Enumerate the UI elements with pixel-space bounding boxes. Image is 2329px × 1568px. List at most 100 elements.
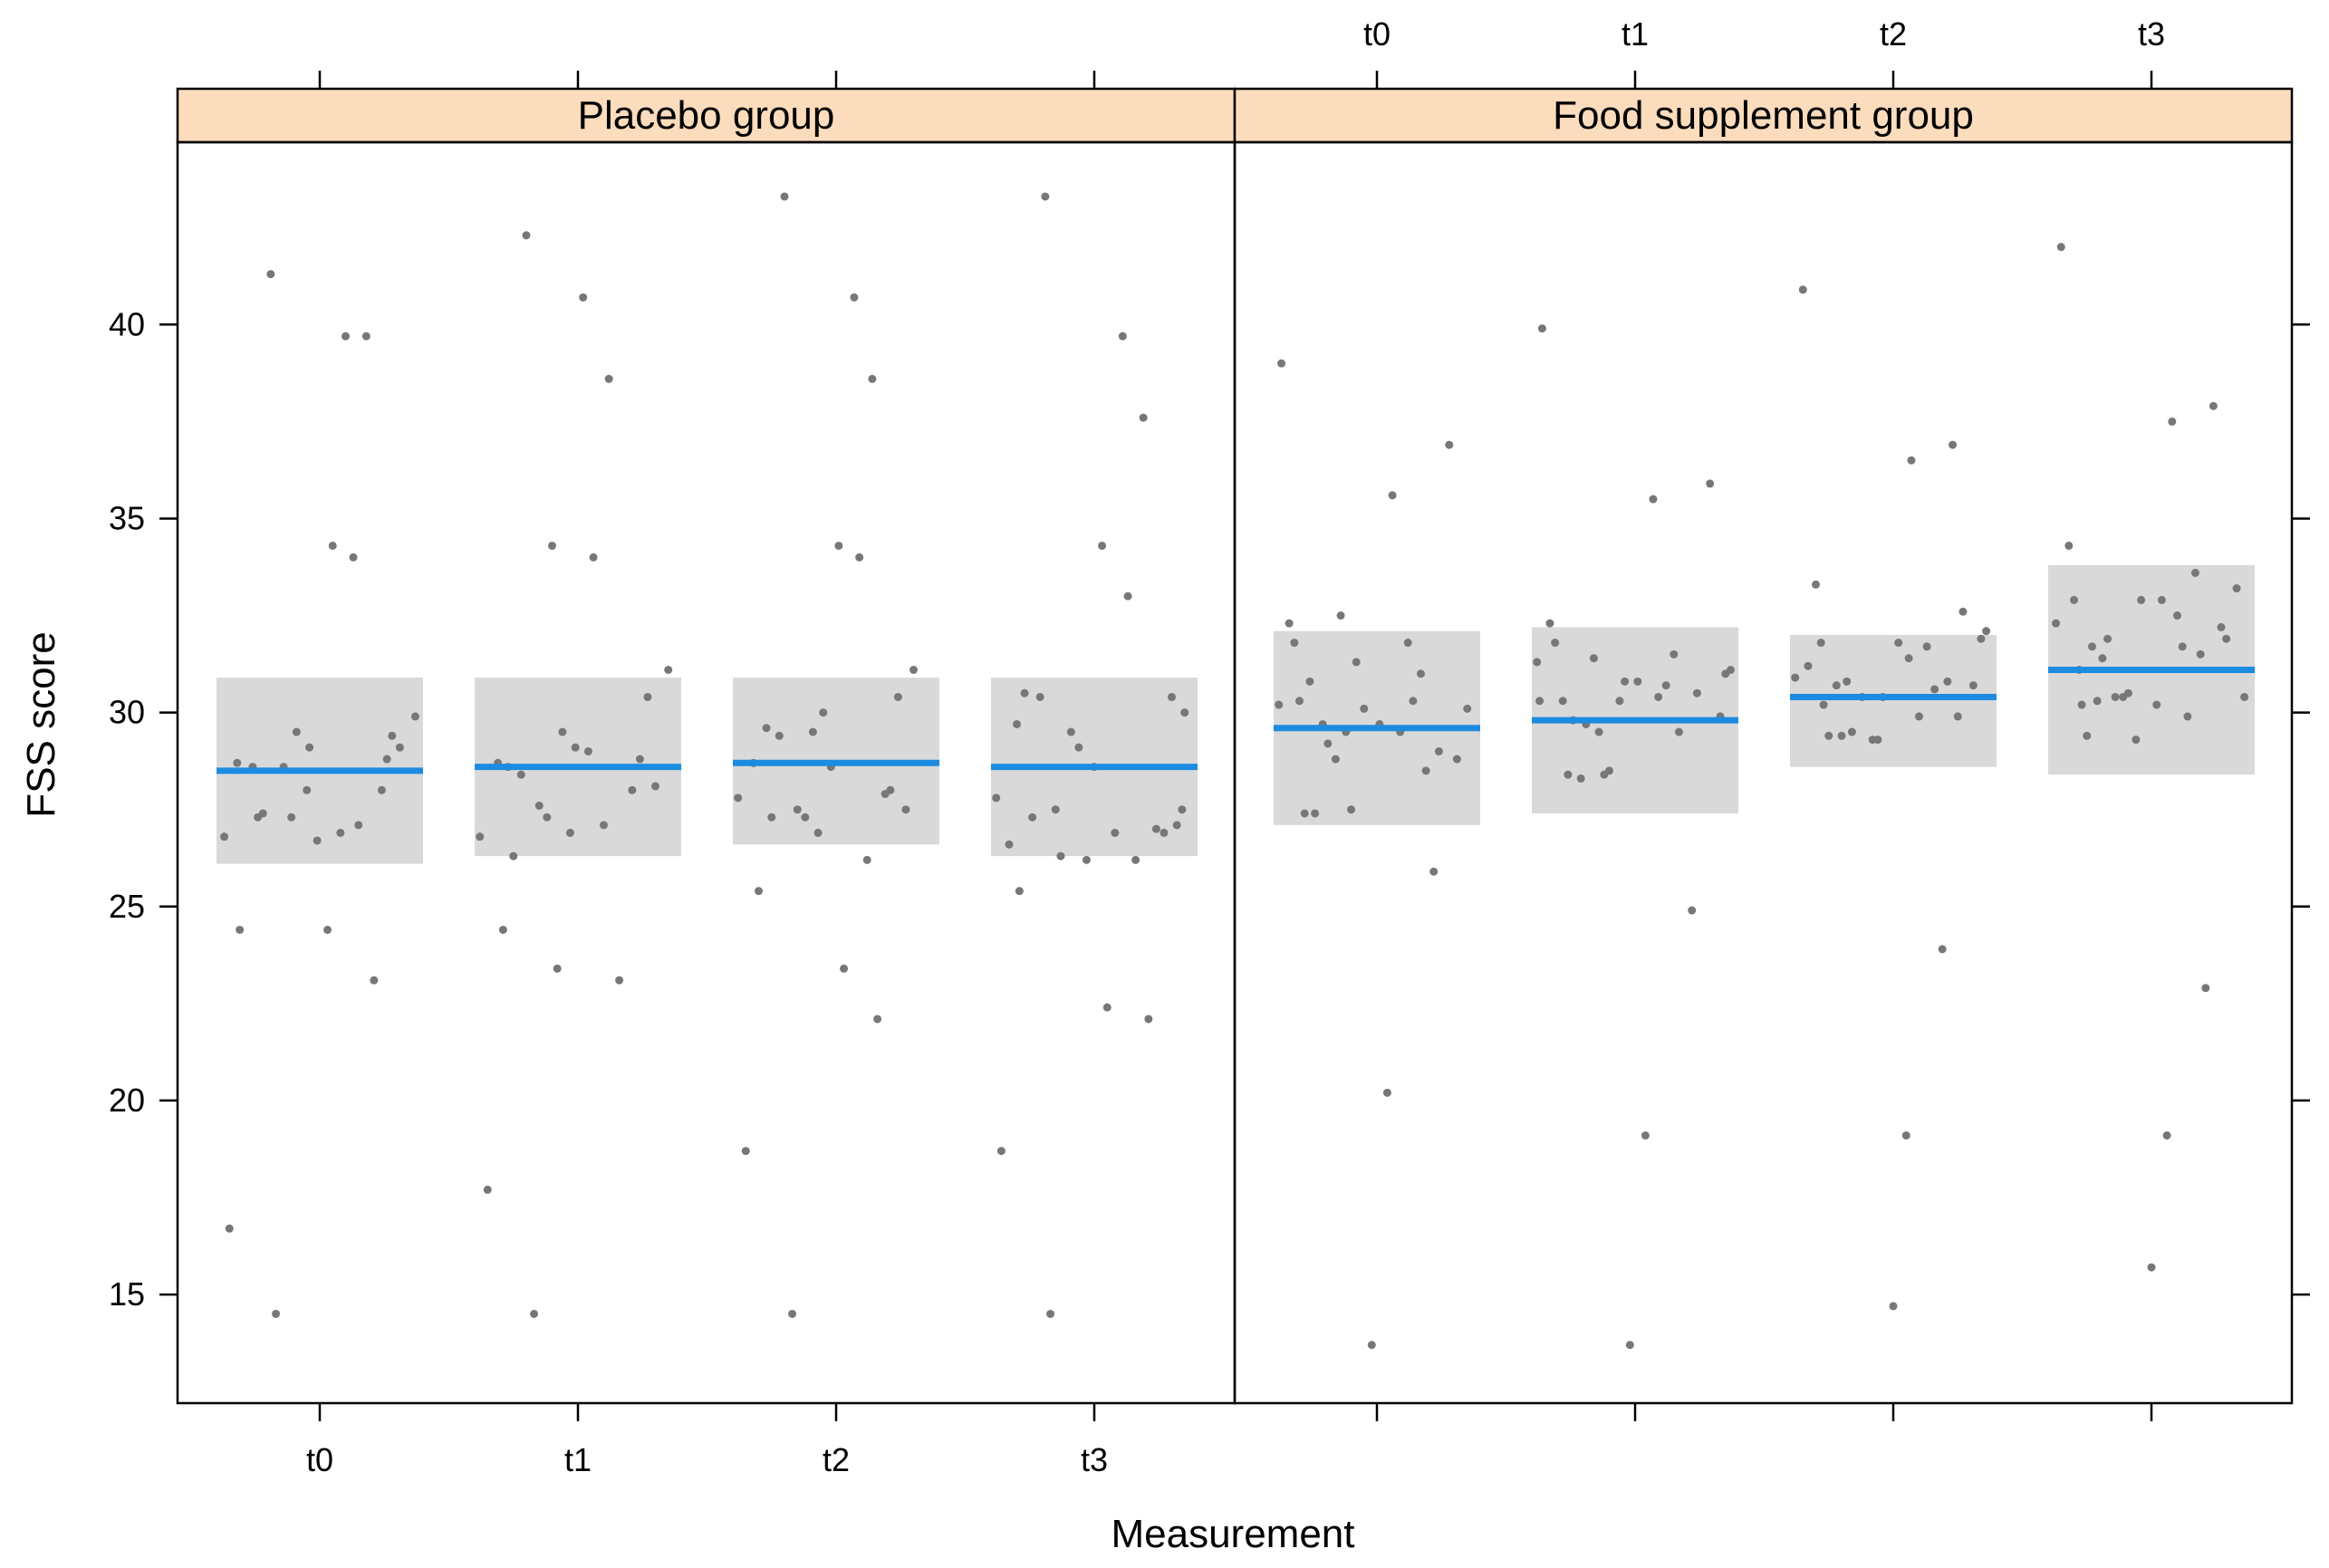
data-point [2137,595,2146,604]
data-point [579,293,588,302]
data-point [635,755,644,764]
data-point [855,553,864,562]
data-point [2157,595,2166,604]
data-point [992,794,1001,803]
data-point [1625,1341,1634,1350]
data-point [272,1309,281,1318]
data-point [313,836,322,845]
data-point [1943,677,1952,686]
y-tick-label: 30 [109,694,145,731]
data-point [388,731,397,740]
x-tick-label: t3 [1081,1441,1108,1478]
data-point [2087,642,2096,651]
data-point [1035,692,1044,701]
data-point [1564,770,1573,779]
data-point [1020,688,1029,697]
data-point [741,1147,750,1156]
data-point [862,855,871,864]
data-point [1311,809,1320,818]
data-point [2132,736,2141,745]
data-point [2056,243,2065,252]
data-point [1551,639,1560,648]
data-point [2173,611,2181,620]
data-point [1421,766,1430,775]
data-point [483,1185,492,1194]
data-point [589,553,598,562]
data-point [1102,1003,1112,1012]
data-point [1837,731,1846,740]
data-point [2222,634,2231,643]
data-point [2111,692,2120,701]
data-point [303,785,312,794]
data-point [410,712,419,721]
data-point [342,332,350,341]
data-point [1178,805,1187,814]
data-point [565,828,574,837]
data-point [664,665,673,674]
data-point [377,785,386,794]
data-point [1131,855,1140,864]
data-point [1819,700,1828,709]
data-point [1949,440,1958,449]
data-point [1915,712,1923,721]
data-point [292,727,301,736]
data-point [1533,658,1542,667]
data-point [1641,1130,1650,1140]
data-point [1968,681,1978,690]
data-point [2217,622,2226,631]
y-tick-label: 20 [109,1082,145,1119]
data-point [909,665,918,674]
data-point [600,821,608,830]
data-point [1139,413,1148,422]
data-point [1558,697,1567,706]
data-point [1123,592,1132,601]
data-point [1904,654,1913,663]
data-point [1111,828,1120,837]
data-point [2077,700,2086,709]
data-point [543,813,552,822]
panel-strip [176,87,1237,144]
data-point [1172,821,1181,830]
data-point [328,541,337,550]
data-point [571,743,580,752]
data-point [1982,627,1991,636]
data-point [361,332,371,341]
data-point [1005,840,1014,849]
data-point [1118,332,1127,341]
data-point [287,813,296,822]
x-tick-label: t1 [564,1441,592,1478]
data-point [1812,580,1820,589]
data-point [1285,619,1294,628]
data-point [901,805,910,814]
panel-title: Food supplement group [1553,93,1974,138]
data-point [370,976,379,985]
data-point [1013,719,1021,728]
data-point [628,785,637,794]
data-point [2209,401,2218,410]
x-tick-label: t0 [306,1441,333,1478]
data-point [734,794,743,803]
data-point [583,746,592,755]
axes-layer: t0 t1 t2 t3 t0 t1 t2 t3 15 20 25 30 35 40 [109,15,2310,1478]
data-point [1661,681,1670,690]
data-point [1633,677,1642,686]
data-point [2152,700,2161,709]
data-point [1295,697,1304,706]
data-point [1922,642,1931,651]
data-point [2201,984,2210,993]
data-point [258,809,267,818]
data-point [1416,669,1425,678]
data-point [2064,541,2074,550]
data-point [1894,639,1903,648]
data-point [553,964,562,973]
x-axis-title: Measurement [1111,1512,1354,1556]
data-point [996,1147,1006,1156]
data-point [1615,697,1624,706]
data-point [1015,887,1024,896]
data-point [1041,192,1050,201]
data-point [1824,731,1833,740]
data-point [1901,1130,1910,1140]
data-point [1938,945,1947,954]
data-point [1621,677,1630,686]
data-point [615,976,624,985]
